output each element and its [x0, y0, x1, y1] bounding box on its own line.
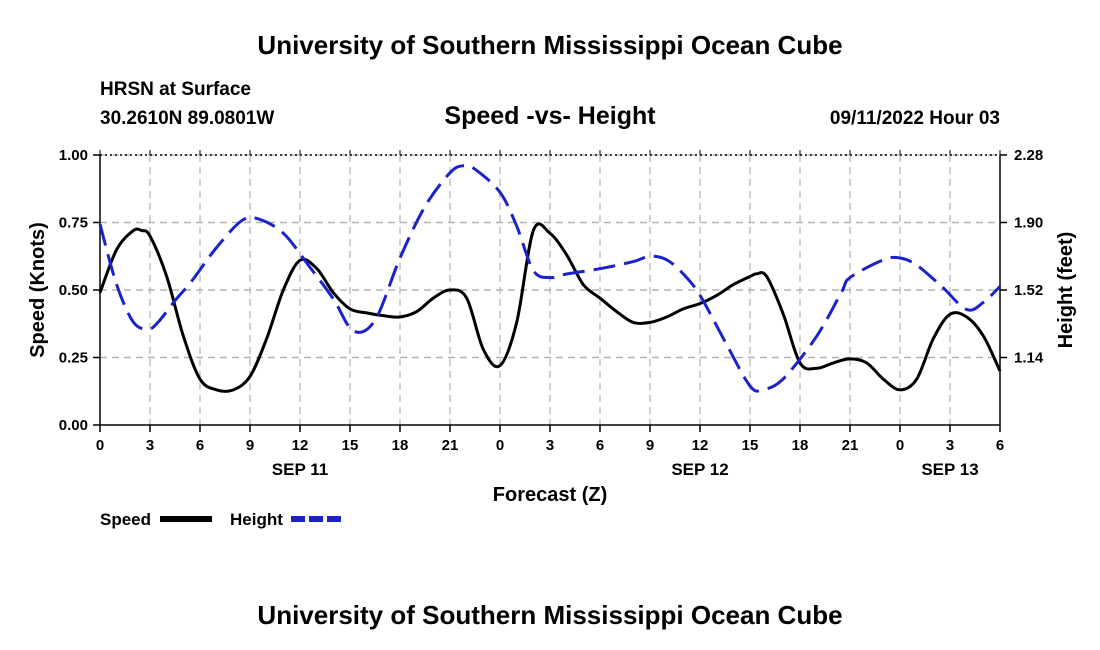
series-line-speed [98, 222, 1002, 393]
x-tick-label: 9 [246, 437, 254, 454]
series-line-height [98, 163, 1002, 393]
x-tick-label: 6 [196, 437, 204, 454]
series [98, 163, 1002, 393]
y-tick-label: 0.00 [59, 417, 88, 434]
date-label: SEP 13 [921, 460, 978, 479]
legend-speed-label: Speed [100, 510, 151, 529]
x-tick-label: 3 [546, 437, 554, 454]
date-label: SEP 12 [671, 460, 728, 479]
x-tick-label: 18 [792, 437, 809, 454]
y-tick-label: 0.25 [59, 350, 88, 367]
datetime-label: 09/11/2022 Hour 03 [830, 108, 1000, 129]
x-tick-label: 15 [742, 437, 759, 454]
x-tick-label: 21 [442, 437, 459, 454]
location-label: 30.2610N 89.0801W [100, 108, 274, 129]
x-tick-label: 6 [596, 437, 604, 454]
chart-title: Speed -vs- Height [444, 102, 656, 130]
x-tick-label: 9 [646, 437, 654, 454]
date-label: SEP 11 [272, 460, 328, 479]
main-title: University of Southern Mississippi Ocean… [257, 30, 842, 60]
grid [100, 154, 1000, 425]
axis-ticks: 0 3 6 9 12 15 18 21 0 3 6 9 12 15 18 21 0 3 6 SEP 11 SEP 12 S… [59, 147, 1044, 479]
x-tick-label: 12 [692, 437, 709, 454]
x-tick-label: 21 [842, 437, 859, 454]
x-tick-label: 0 [896, 437, 904, 454]
x-tick-label: 18 [392, 437, 409, 454]
x-tick-label: 3 [146, 437, 154, 454]
x-tick-label: 6 [996, 437, 1004, 454]
y2-tick-label: 1.90 [1014, 215, 1043, 232]
station-label: HRSN at Surface [100, 79, 251, 100]
y-tick-label: 0.75 [59, 215, 88, 232]
y2-tick-label: 2.28 [1014, 147, 1043, 164]
x-tick-label: 15 [342, 437, 359, 454]
legend-height-label: Height [230, 510, 283, 529]
x-axis-label: Forecast (Z) [493, 484, 607, 506]
footer-title: University of Southern Mississippi Ocean… [257, 600, 842, 630]
y-axis-label: Speed (Knots) [27, 222, 49, 358]
y2-tick-label: 1.14 [1014, 350, 1044, 367]
legend: Speed Height [100, 510, 343, 529]
x-tick-label: 12 [292, 437, 309, 454]
y-tick-label: 0.50 [59, 282, 88, 299]
x-tick-label: 0 [96, 437, 104, 454]
y-tick-label: 1.00 [59, 147, 88, 164]
y2-tick-label: 1.52 [1014, 282, 1043, 299]
y2-axis-label: Height (feet) [1055, 232, 1077, 349]
x-tick-label: 3 [946, 437, 954, 454]
x-tick-label: 0 [496, 437, 504, 454]
